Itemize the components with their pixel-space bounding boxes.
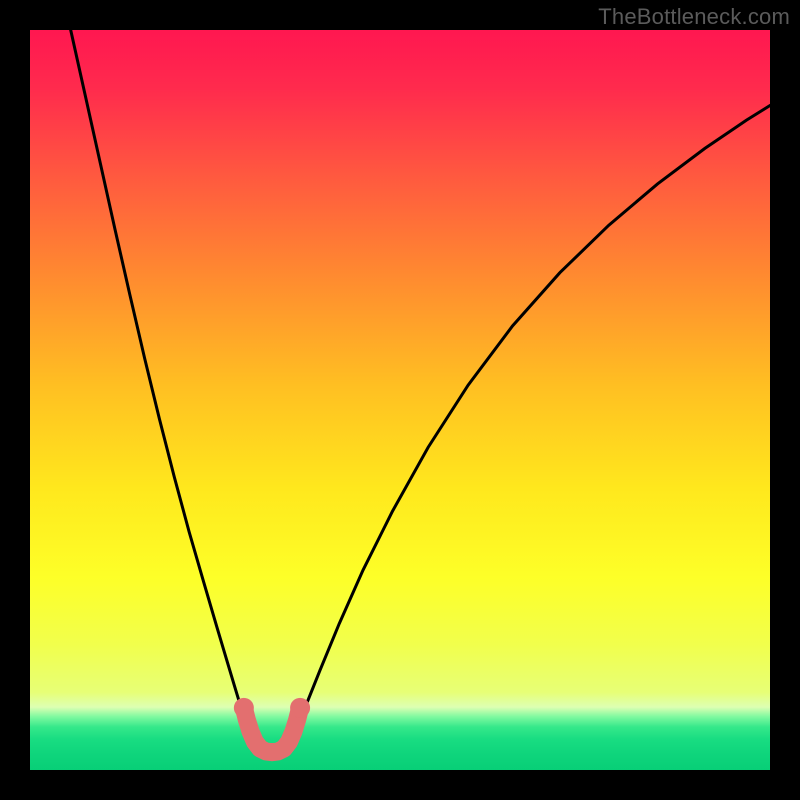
- bottom-marker-path: [244, 708, 300, 752]
- bottom-marker-dot-left: [234, 698, 254, 718]
- bottom-marker-dot-right: [290, 698, 310, 718]
- curve-layer: [30, 30, 770, 770]
- curve-right: [295, 105, 770, 733]
- plot-frame: [30, 30, 770, 770]
- watermark-text: TheBottleneck.com: [598, 4, 790, 30]
- curve-left: [71, 30, 249, 733]
